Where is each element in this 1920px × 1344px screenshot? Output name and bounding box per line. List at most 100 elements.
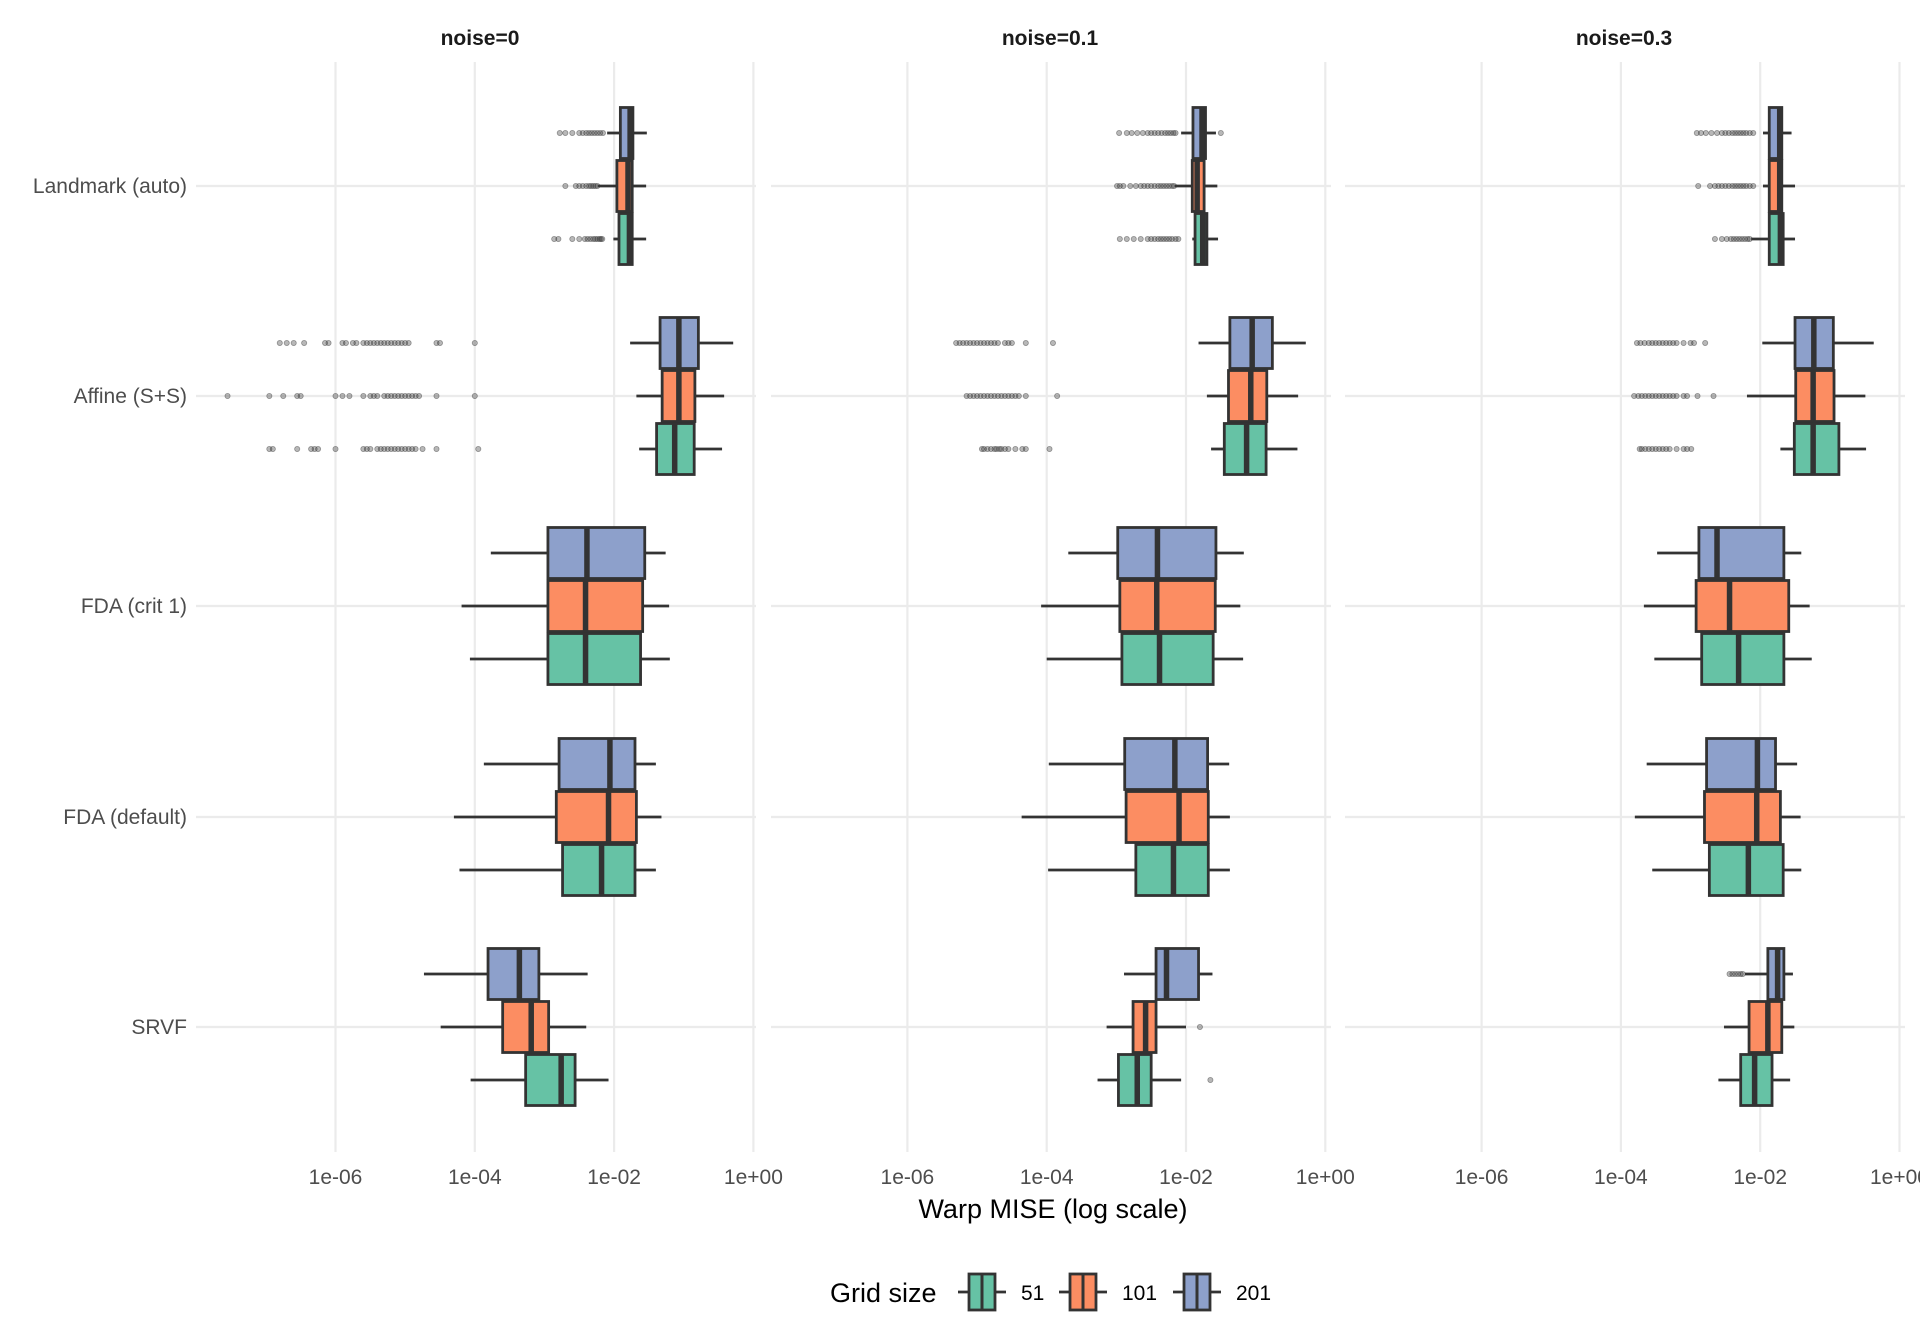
- outlier-point: [405, 339, 412, 346]
- outlier-point: [1741, 235, 1748, 242]
- outlier-point: [591, 129, 598, 136]
- box-201: [1154, 947, 1200, 1001]
- y-axis: Landmark (auto) Affine (S+S) FDA (crit 1) F…: [33, 175, 187, 1039]
- outlier-point: [1673, 339, 1680, 346]
- outlier-point: [1715, 182, 1722, 189]
- boxplot-51: [1636, 422, 1867, 476]
- outlier-point: [1680, 339, 1687, 346]
- outlier-point: [1670, 339, 1677, 346]
- boxplot-201: [1693, 106, 1792, 160]
- outlier-point: [409, 392, 416, 399]
- outlier-point: [405, 392, 412, 399]
- outlier-point: [953, 339, 960, 346]
- boxplot-101: [1106, 1000, 1203, 1054]
- outlier-point: [416, 392, 423, 399]
- outlier-point: [388, 392, 395, 399]
- boxplot-201: [1116, 106, 1224, 160]
- box-101: [1694, 579, 1791, 633]
- outlier-point: [981, 445, 988, 452]
- outlier-point: [1659, 339, 1666, 346]
- outlier-point: [974, 392, 981, 399]
- outlier-point: [987, 392, 994, 399]
- outlier-point: [1642, 445, 1649, 452]
- outlier-point: [1127, 182, 1134, 189]
- outlier-point: [994, 392, 1001, 399]
- box-201: [1116, 526, 1218, 580]
- outlier-point: [1144, 182, 1151, 189]
- outlier-point: [436, 339, 443, 346]
- outlier-point: [367, 392, 374, 399]
- outlier-point: [1638, 392, 1645, 399]
- outlier-point: [1666, 392, 1673, 399]
- outlier-point: [1164, 129, 1171, 136]
- outlier-point: [269, 445, 276, 452]
- outlier-point: [579, 129, 586, 136]
- boxplot-51: [470, 1053, 609, 1107]
- outlier-point: [984, 445, 991, 452]
- legend: Grid size 51 101 201: [830, 1272, 1271, 1312]
- outlier-point: [1137, 235, 1144, 242]
- outlier-point: [1155, 129, 1162, 136]
- outlier-point: [1663, 339, 1670, 346]
- box-51: [524, 1053, 577, 1107]
- outlier-point: [1001, 392, 1008, 399]
- outlier-point: [367, 445, 374, 452]
- outlier-point: [471, 392, 478, 399]
- outlier-point: [1673, 392, 1680, 399]
- outlier-point: [412, 392, 419, 399]
- outlier-point: [981, 339, 988, 346]
- outlier-point: [266, 392, 273, 399]
- outlier-point: [1148, 235, 1155, 242]
- outlier-point: [325, 339, 332, 346]
- outlier-point: [1691, 339, 1698, 346]
- boxplot-51: [459, 843, 656, 897]
- outlier-point: [1737, 129, 1744, 136]
- outlier-point: [996, 445, 1003, 452]
- outlier-point: [1737, 971, 1744, 978]
- boxplot-101: [1643, 579, 1810, 633]
- outlier-point: [1169, 182, 1176, 189]
- boxplot-51: [1652, 843, 1802, 897]
- outlier-point: [1725, 182, 1732, 189]
- outlier-point: [1130, 235, 1137, 242]
- outlier-point: [1680, 392, 1687, 399]
- outlier-point: [1734, 971, 1741, 978]
- outlier-point: [1740, 129, 1747, 136]
- outlier-point: [280, 392, 287, 399]
- outlier-point: [583, 129, 590, 136]
- outlier-point: [991, 339, 998, 346]
- outlier-point: [402, 392, 409, 399]
- outlier-point: [1144, 235, 1151, 242]
- outlier-point: [276, 339, 283, 346]
- outlier-point: [433, 392, 440, 399]
- outlier-point: [1015, 392, 1022, 399]
- outlier-point: [1694, 392, 1701, 399]
- boxplot-101: [1041, 579, 1241, 633]
- outlier-point: [1158, 129, 1165, 136]
- outlier-point: [1166, 235, 1173, 242]
- outlier-point: [1730, 235, 1737, 242]
- outlier-point: [1744, 235, 1751, 242]
- outlier-point: [322, 339, 329, 346]
- outlier-point: [1139, 129, 1146, 136]
- outlier-point: [360, 392, 367, 399]
- outlier-point: [339, 392, 346, 399]
- outlier-point: [398, 445, 405, 452]
- x-tick-label: 1e-06: [309, 1166, 363, 1189]
- outlier-point: [1123, 235, 1130, 242]
- outlier-point: [290, 339, 297, 346]
- outlier-point: [315, 445, 322, 452]
- outlier-point: [970, 339, 977, 346]
- outlier-point: [1729, 182, 1736, 189]
- outlier-point: [1670, 392, 1677, 399]
- outlier-point: [1116, 182, 1123, 189]
- outlier-point: [381, 445, 388, 452]
- facet-panel-1: noise=0.1 1e-06 1e-04 1e-02 1e+00: [771, 27, 1355, 1189]
- boxplot-201: [1124, 947, 1213, 1001]
- outlier-point: [576, 129, 583, 136]
- outlier-point: [381, 339, 388, 346]
- outlier-point: [1739, 971, 1746, 978]
- boxplot-201: [1646, 737, 1798, 791]
- outlier-point: [1656, 339, 1663, 346]
- outlier-point: [1012, 445, 1019, 452]
